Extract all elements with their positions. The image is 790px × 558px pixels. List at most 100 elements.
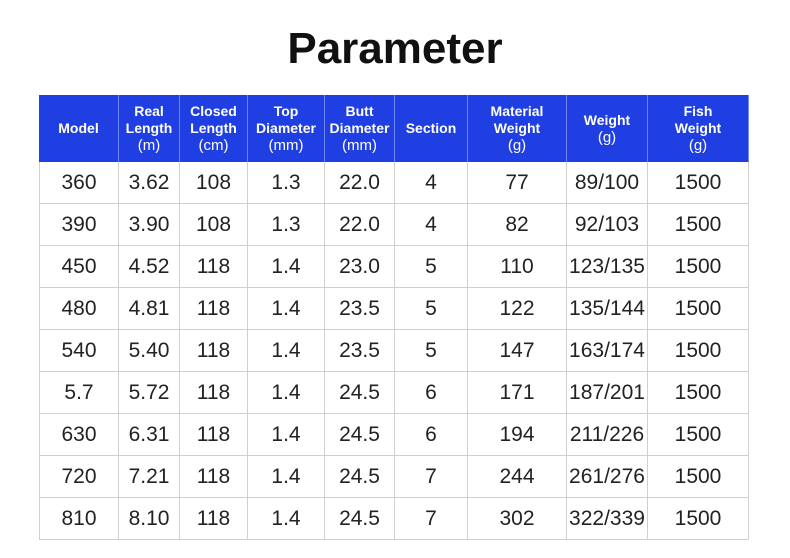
header-text: Closed — [190, 103, 237, 119]
table-cell: 450 — [39, 246, 119, 288]
header-text: Diameter — [256, 120, 316, 136]
table-cell: 1.4 — [248, 498, 325, 540]
table-cell: 23.0 — [325, 246, 395, 288]
table-cell: 244 — [468, 456, 567, 498]
table-cell: 23.5 — [325, 288, 395, 330]
header-cell: Fish Weight (g) — [648, 95, 749, 162]
header-text: (mm) — [342, 137, 377, 154]
table-cell: 108 — [180, 162, 248, 204]
table-cell: 118 — [180, 498, 248, 540]
header-text: Length — [190, 120, 237, 136]
table-cell: 5 — [395, 330, 468, 372]
table-cell: 123/135 — [567, 246, 648, 288]
parameter-table: Model Real Length (m) Closed Length (cm) Top Dia… — [39, 95, 749, 540]
table-cell: 1500 — [648, 372, 749, 414]
table-cell: 5.72 — [119, 372, 180, 414]
header-text: Model — [58, 120, 99, 136]
table-cell: 194 — [468, 414, 567, 456]
table-cell: 7 — [395, 498, 468, 540]
header-text: Weight — [674, 120, 722, 136]
table-cell: 147 — [468, 330, 567, 372]
table-cell: 122 — [468, 288, 567, 330]
table-cell: 110 — [468, 246, 567, 288]
table-cell: 118 — [180, 330, 248, 372]
header-cell: Top Diameter (mm) — [248, 95, 325, 162]
table-cell: 1.3 — [248, 162, 325, 204]
header-cell: Real Length (m) — [119, 95, 180, 162]
table-cell: 4 — [395, 162, 468, 204]
table-cell: 1.3 — [248, 204, 325, 246]
header-text: Material — [490, 103, 544, 119]
header-text: Diameter — [329, 120, 390, 136]
table-cell: 360 — [39, 162, 119, 204]
header-text: Top — [273, 103, 299, 119]
table-cell: 302 — [468, 498, 567, 540]
table-cell: 630 — [39, 414, 119, 456]
header-cell: Butt Diameter (mm) — [325, 95, 395, 162]
header-text: Weight — [493, 120, 541, 136]
table-cell: 1500 — [648, 498, 749, 540]
table-cell: 3.62 — [119, 162, 180, 204]
header-text: (m) — [137, 137, 161, 154]
table-cell: 118 — [180, 288, 248, 330]
table-cell: 118 — [180, 456, 248, 498]
table-cell: 24.5 — [325, 372, 395, 414]
table-cell: 23.5 — [325, 330, 395, 372]
table-cell: 1.4 — [248, 372, 325, 414]
table-cell: 540 — [39, 330, 119, 372]
table-cell: 24.5 — [325, 414, 395, 456]
table-cell: 1500 — [648, 330, 749, 372]
header-text: (cm) — [198, 137, 229, 154]
table-cell: 1500 — [648, 204, 749, 246]
table-cell: 720 — [39, 456, 119, 498]
table-cell: 1.4 — [248, 456, 325, 498]
table-cell: 1500 — [648, 162, 749, 204]
table-cell: 6 — [395, 414, 468, 456]
table-cell: 7 — [395, 456, 468, 498]
header-cell: Model — [39, 95, 119, 162]
title: Parameter — [287, 24, 503, 73]
header-text: Butt — [345, 103, 374, 119]
table-cell: 1.4 — [248, 414, 325, 456]
table-cell: 22.0 — [325, 204, 395, 246]
table-cell: 5.40 — [119, 330, 180, 372]
header-text: Section — [405, 120, 457, 136]
table-cell: 108 — [180, 204, 248, 246]
table-cell: 480 — [39, 288, 119, 330]
table-cell: 22.0 — [325, 162, 395, 204]
table-cell: 1500 — [648, 288, 749, 330]
table-cell: 135/144 — [567, 288, 648, 330]
table-cell: 1.4 — [248, 330, 325, 372]
table-cell: 6.31 — [119, 414, 180, 456]
table-cell: 1.4 — [248, 288, 325, 330]
table-cell: 322/339 — [567, 498, 648, 540]
header-text: (g) — [597, 128, 617, 146]
table-cell: 5 — [395, 288, 468, 330]
table-cell: 4 — [395, 204, 468, 246]
table-cell: 118 — [180, 372, 248, 414]
table-cell: 390 — [39, 204, 119, 246]
header-cell: Closed Length (cm) — [180, 95, 248, 162]
table-cell: 163/174 — [567, 330, 648, 372]
table-cell: 1500 — [648, 456, 749, 498]
header-text: Fish — [683, 103, 713, 119]
table-cell: 4.52 — [119, 246, 180, 288]
header-text: Length — [125, 120, 173, 136]
table-cell: 5.7 — [39, 372, 119, 414]
table-cell: 118 — [180, 414, 248, 456]
table-cell: 810 — [39, 498, 119, 540]
table-cell: 82 — [468, 204, 567, 246]
table-cell: 1.4 — [248, 246, 325, 288]
header-text: (g) — [688, 137, 708, 154]
header-text: (g) — [507, 137, 527, 154]
table-cell: 1500 — [648, 414, 749, 456]
header-cell: Section — [395, 95, 468, 162]
table-cell: 8.10 — [119, 498, 180, 540]
table-cell: 77 — [468, 162, 567, 204]
table-cell: 4.81 — [119, 288, 180, 330]
table-cell: 261/276 — [567, 456, 648, 498]
header-text: (mm) — [268, 137, 304, 154]
table-cell: 24.5 — [325, 456, 395, 498]
table-cell: 5 — [395, 246, 468, 288]
